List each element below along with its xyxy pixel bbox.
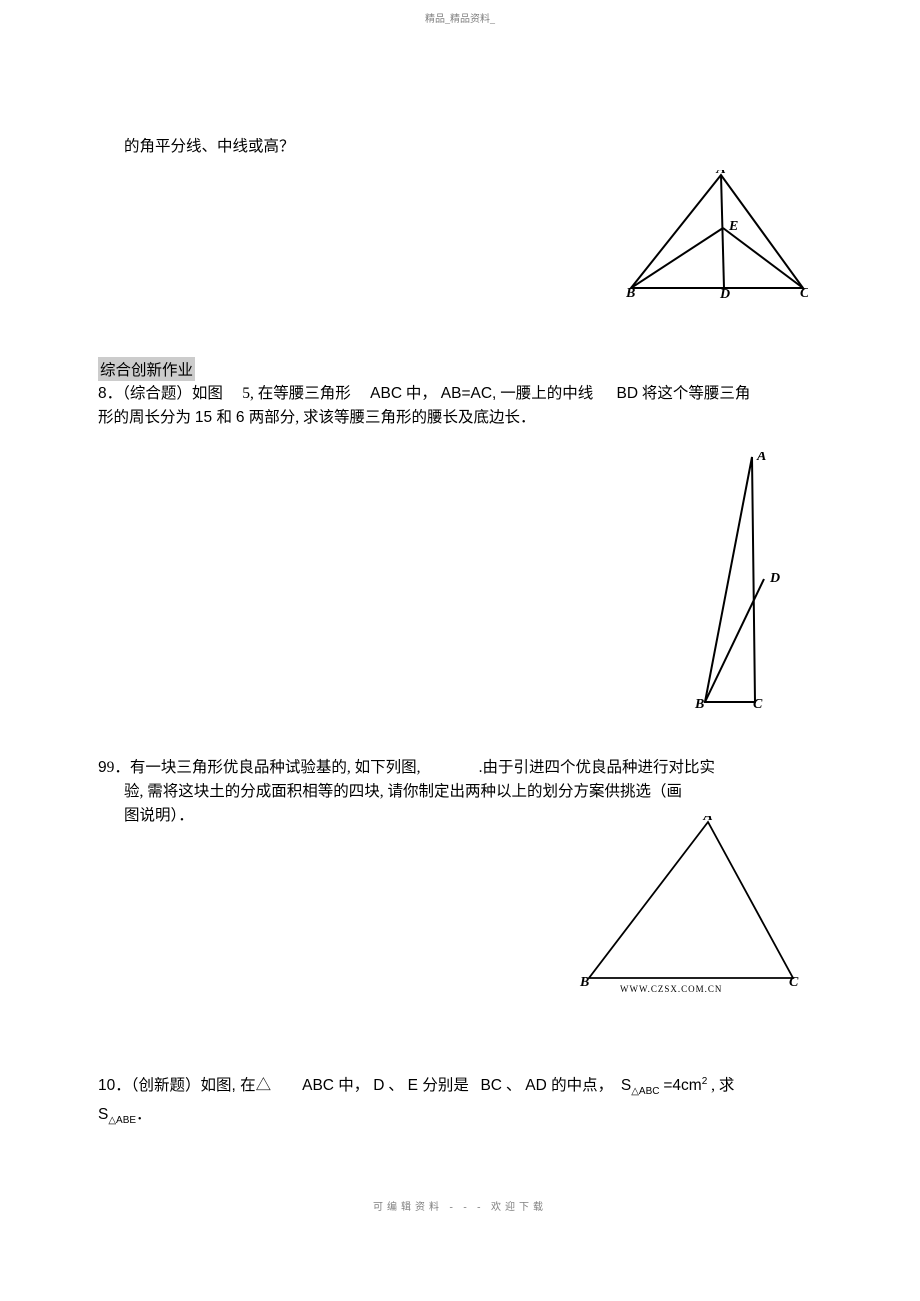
q8-l2b: 15 xyxy=(195,409,217,426)
q8-t2: 5, 在等腰三角形 xyxy=(242,385,351,402)
q10-t7: 分别是 xyxy=(422,1077,469,1094)
section-header: 综合创新作业 xyxy=(98,357,195,381)
q9-t2: .由于引进四个优良品种进行对比实 xyxy=(479,759,715,776)
q9-t3: 验, 需将这块土的分成面积相等的四块, 请你制定出两种以上的划分方案供挑选（画 xyxy=(124,780,682,804)
q10-t3: 中， xyxy=(338,1077,369,1094)
q10-t14: =4cm xyxy=(663,1077,701,1094)
figure-1-triangle: A B C D E xyxy=(626,170,808,298)
q10-l2b: △ABE xyxy=(108,1115,136,1126)
fig3-label-a: A xyxy=(702,816,712,824)
figure-2-isoceles: A B C D xyxy=(680,452,790,710)
q8-t3: ABC xyxy=(370,385,402,402)
q8-num: 8．（综合题）如图 xyxy=(98,385,223,402)
q9-t4: 图说明）． xyxy=(124,804,194,828)
figure-3-triangle: A B C WWW.CZSX.COM.CN xyxy=(575,816,801,996)
q10-t2: ABC xyxy=(302,1077,338,1094)
q10-t1: 10．（创新题）如图, 在△ xyxy=(98,1077,271,1094)
q10-t12: S xyxy=(621,1077,631,1094)
q10-t10: AD xyxy=(525,1077,551,1094)
fig1-label-b: B xyxy=(626,286,635,298)
fig1-label-c: C xyxy=(800,286,808,298)
fig1-label-d: D xyxy=(719,287,730,298)
fig2-label-b: B xyxy=(694,697,704,710)
q8-t7: BD xyxy=(617,385,639,402)
intro-block: 的角平分线、中线或高？ xyxy=(98,135,822,159)
q10-t11: 的中点， xyxy=(551,1077,613,1094)
q10-t4: D xyxy=(373,1077,384,1094)
footer-text: 可编辑资料 - - - 欢迎下载 xyxy=(0,1198,920,1213)
fig2-label-d: D xyxy=(769,571,780,586)
question-8: 8．（综合题）如图 5, 在等腰三角形 ABC 中， AB=AC, 一腰上的中线… xyxy=(98,382,822,430)
q10-t8: BC xyxy=(480,1077,502,1094)
section-title: 综合创新作业 xyxy=(98,357,195,381)
q10-t15: 2 xyxy=(702,1076,708,1087)
q10-t6: E xyxy=(408,1077,423,1094)
q8-l2d: 6 xyxy=(236,409,249,426)
q10-t16: , 求 xyxy=(711,1077,734,1094)
fig3-watermark: WWW.CZSX.COM.CN xyxy=(620,984,722,994)
q9-num: 9 xyxy=(98,759,107,776)
fig1-label-a: A xyxy=(715,170,725,177)
intro-text: 的角平分线、中线或高？ xyxy=(124,135,822,159)
q8-l2e: 两部分, 求该等腰三角形的腰长及底边长． xyxy=(249,409,536,426)
q8-l2a: 形的周长分为 xyxy=(98,409,191,426)
q10-l2a: S xyxy=(98,1106,108,1123)
q9-t1: 9．有一块三角形优良品种试验基的, 如下列图, xyxy=(107,759,421,776)
fig1-label-e: E xyxy=(728,219,738,234)
q10-l2c: ． xyxy=(136,1106,152,1123)
q10-t9: 、 xyxy=(506,1077,522,1094)
q8-t4: 中， xyxy=(406,385,437,402)
header-watermark: 精品_精品资料_ xyxy=(0,10,920,25)
q8-t8: 将这个等腰三角 xyxy=(642,385,751,402)
fig2-label-c: C xyxy=(753,697,763,710)
question-10: 10．（创新题）如图, 在△ ABC 中， D 、 E 分别是 BC 、 AD … xyxy=(98,1072,822,1130)
q10-t5: 、 xyxy=(388,1077,404,1094)
fig3-label-c: C xyxy=(789,975,799,990)
q8-l2c: 和 xyxy=(216,409,232,426)
fig2-label-a: A xyxy=(756,452,766,464)
fig3-label-b: B xyxy=(579,975,589,990)
q8-t5: AB=AC, xyxy=(441,385,497,402)
q8-t6: 一腰上的中线 xyxy=(500,385,593,402)
q10-t13: △ABC xyxy=(631,1086,659,1097)
